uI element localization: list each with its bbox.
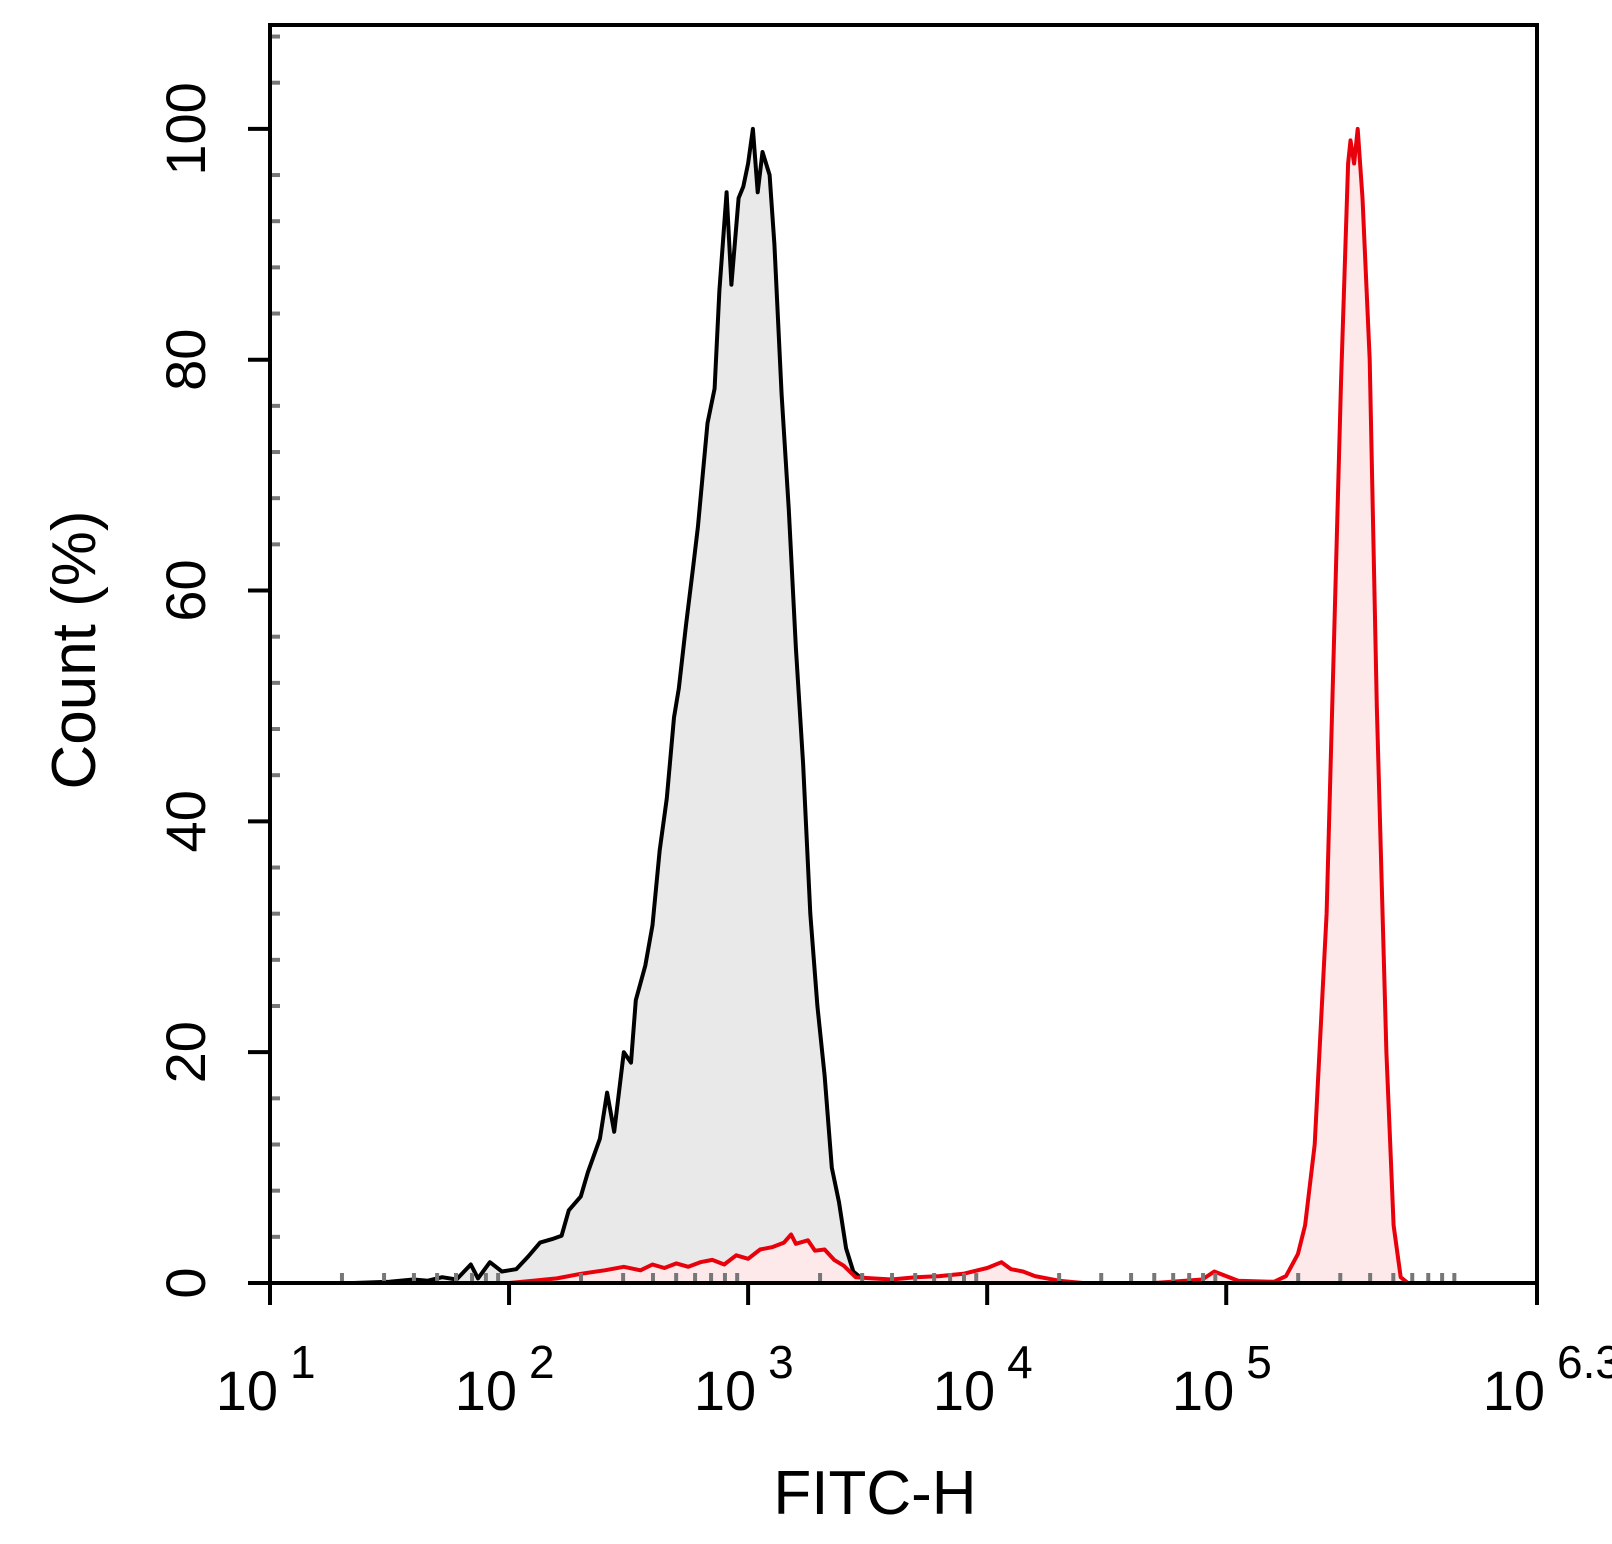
series-stained-area <box>270 128 1537 1283</box>
y-tick-label: 20 <box>154 1021 217 1083</box>
x-tick-label: 10 1 <box>216 1336 316 1422</box>
y-tick-label: 100 <box>154 82 217 175</box>
x-tick-base: 10 <box>933 1359 995 1422</box>
x-tick-label: 10 3 <box>694 1336 794 1422</box>
y-axis-title: Count (%) <box>40 510 109 789</box>
y-tick-labels: 0 20 40 60 80 100 <box>154 82 217 1298</box>
x-axis-title: FITC-H <box>773 1459 976 1528</box>
x-tick-base: 10 <box>455 1359 517 1422</box>
x-tick-base: 10 <box>694 1359 756 1422</box>
x-tick-base: 10 <box>216 1359 278 1422</box>
series-control-area <box>270 128 873 1283</box>
x-tick-labels: 10 1 10 2 10 3 10 4 10 5 10 6.3 <box>216 1336 1612 1422</box>
x-tick-exponent: 4 <box>1007 1336 1033 1388</box>
x-tick-exponent: 3 <box>768 1336 794 1388</box>
major-ticks <box>248 126 1539 1305</box>
plot-frame <box>268 23 1539 1285</box>
x-tick-base: 10 <box>1172 1359 1234 1422</box>
x-tick-label: 10 2 <box>455 1336 555 1422</box>
y-tick-label: 0 <box>154 1267 217 1298</box>
x-tick-label: 10 4 <box>933 1336 1033 1422</box>
x-tick-label: 10 5 <box>1172 1336 1272 1422</box>
y-tick-label: 80 <box>154 329 217 391</box>
minor-ticks <box>270 34 1457 1283</box>
x-tick-base: 10 <box>1483 1359 1545 1422</box>
x-tick-exponent: 2 <box>529 1336 555 1388</box>
y-tick-label: 40 <box>154 790 217 852</box>
x-tick-label: 10 6.3 <box>1483 1336 1612 1422</box>
x-tick-exponent: 1 <box>290 1336 316 1388</box>
x-tick-exponent: 6.3 <box>1557 1336 1612 1388</box>
y-tick-label: 60 <box>154 559 217 621</box>
x-tick-exponent: 5 <box>1246 1336 1272 1388</box>
series-control-line <box>270 126 874 1285</box>
series-areas <box>270 126 1537 1285</box>
